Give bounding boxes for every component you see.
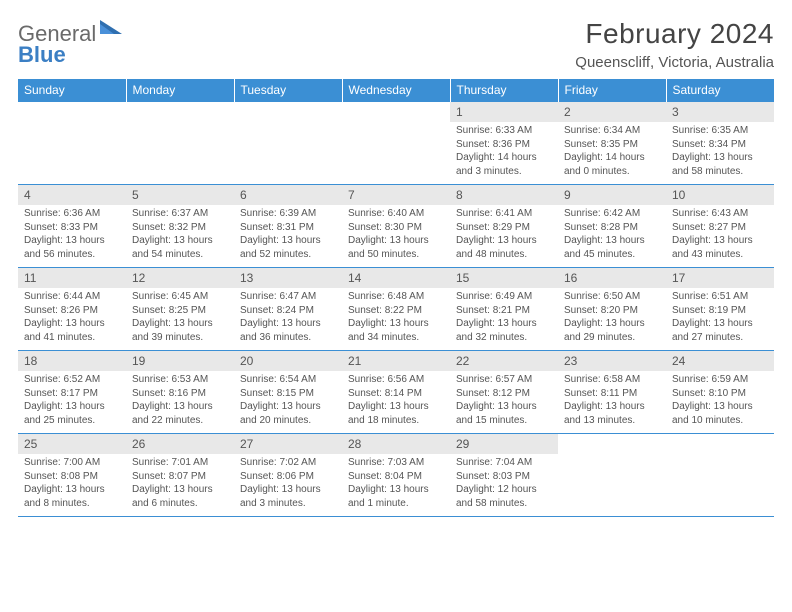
day-detail-cell: Sunrise: 6:36 AMSunset: 8:33 PMDaylight:… [18, 205, 126, 268]
day-number-cell [342, 102, 450, 123]
day-number-cell: 8 [450, 185, 558, 206]
day-number-cell: 29 [450, 434, 558, 455]
day-number-cell: 14 [342, 268, 450, 289]
day-number-cell [558, 434, 666, 455]
day-detail-cell: Sunrise: 7:03 AMSunset: 8:04 PMDaylight:… [342, 454, 450, 517]
day-number-row: 123 [18, 102, 774, 123]
day-detail-cell [558, 454, 666, 517]
day-number-cell: 27 [234, 434, 342, 455]
day-header: Sunday [18, 79, 126, 102]
day-detail-cell: Sunrise: 6:33 AMSunset: 8:36 PMDaylight:… [450, 122, 558, 185]
day-number-cell: 4 [18, 185, 126, 206]
day-detail-cell: Sunrise: 6:40 AMSunset: 8:30 PMDaylight:… [342, 205, 450, 268]
day-number-cell: 26 [126, 434, 234, 455]
day-header: Saturday [666, 79, 774, 102]
day-number-cell: 16 [558, 268, 666, 289]
day-detail-row: Sunrise: 6:52 AMSunset: 8:17 PMDaylight:… [18, 371, 774, 434]
day-header: Wednesday [342, 79, 450, 102]
day-number-row: 18192021222324 [18, 351, 774, 372]
day-number-cell: 6 [234, 185, 342, 206]
day-number-cell: 19 [126, 351, 234, 372]
day-number-cell [666, 434, 774, 455]
day-number-cell: 15 [450, 268, 558, 289]
day-header: Monday [126, 79, 234, 102]
logo-sub: Blue [18, 42, 66, 68]
day-detail-cell [18, 122, 126, 185]
day-detail-cell: Sunrise: 7:01 AMSunset: 8:07 PMDaylight:… [126, 454, 234, 517]
day-number-cell: 3 [666, 102, 774, 123]
day-detail-cell: Sunrise: 6:52 AMSunset: 8:17 PMDaylight:… [18, 371, 126, 434]
day-detail-row: Sunrise: 6:44 AMSunset: 8:26 PMDaylight:… [18, 288, 774, 351]
day-detail-row: Sunrise: 6:36 AMSunset: 8:33 PMDaylight:… [18, 205, 774, 268]
day-detail-cell: Sunrise: 7:02 AMSunset: 8:06 PMDaylight:… [234, 454, 342, 517]
day-header: Tuesday [234, 79, 342, 102]
day-header: Friday [558, 79, 666, 102]
logo-triangle-icon [100, 18, 122, 39]
day-number-cell: 25 [18, 434, 126, 455]
logo-text-2: Blue [18, 42, 66, 67]
day-number-cell: 13 [234, 268, 342, 289]
calendar-body: 123Sunrise: 6:33 AMSunset: 8:36 PMDaylig… [18, 102, 774, 517]
day-detail-cell: Sunrise: 6:39 AMSunset: 8:31 PMDaylight:… [234, 205, 342, 268]
day-detail-cell: Sunrise: 6:50 AMSunset: 8:20 PMDaylight:… [558, 288, 666, 351]
day-number-cell: 24 [666, 351, 774, 372]
day-detail-cell: Sunrise: 6:54 AMSunset: 8:15 PMDaylight:… [234, 371, 342, 434]
day-detail-cell [342, 122, 450, 185]
day-number-row: 45678910 [18, 185, 774, 206]
day-number-row: 11121314151617 [18, 268, 774, 289]
title-block: February 2024 Queenscliff, Victoria, Aus… [575, 18, 774, 71]
day-detail-cell: Sunrise: 6:59 AMSunset: 8:10 PMDaylight:… [666, 371, 774, 434]
day-number-cell: 7 [342, 185, 450, 206]
day-number-row: 2526272829 [18, 434, 774, 455]
location-text: Queenscliff, Victoria, Australia [575, 54, 774, 71]
day-number-cell: 11 [18, 268, 126, 289]
day-number-cell: 5 [126, 185, 234, 206]
day-number-cell: 17 [666, 268, 774, 289]
day-number-cell: 21 [342, 351, 450, 372]
day-number-cell: 9 [558, 185, 666, 206]
day-detail-cell: Sunrise: 6:53 AMSunset: 8:16 PMDaylight:… [126, 371, 234, 434]
day-detail-row: Sunrise: 6:33 AMSunset: 8:36 PMDaylight:… [18, 122, 774, 185]
day-number-cell [18, 102, 126, 123]
day-number-cell: 2 [558, 102, 666, 123]
day-detail-cell [234, 122, 342, 185]
day-number-cell: 1 [450, 102, 558, 123]
day-detail-cell: Sunrise: 6:51 AMSunset: 8:19 PMDaylight:… [666, 288, 774, 351]
day-number-cell: 20 [234, 351, 342, 372]
month-title: February 2024 [575, 18, 774, 50]
day-detail-cell [126, 122, 234, 185]
day-detail-cell: Sunrise: 6:44 AMSunset: 8:26 PMDaylight:… [18, 288, 126, 351]
day-detail-cell [666, 454, 774, 517]
day-detail-cell: Sunrise: 6:43 AMSunset: 8:27 PMDaylight:… [666, 205, 774, 268]
day-number-cell: 10 [666, 185, 774, 206]
day-detail-cell: Sunrise: 6:57 AMSunset: 8:12 PMDaylight:… [450, 371, 558, 434]
day-detail-cell: Sunrise: 6:37 AMSunset: 8:32 PMDaylight:… [126, 205, 234, 268]
day-detail-cell: Sunrise: 6:49 AMSunset: 8:21 PMDaylight:… [450, 288, 558, 351]
page-header: General February 2024 Queenscliff, Victo… [18, 18, 774, 71]
day-number-cell: 22 [450, 351, 558, 372]
calendar-table: SundayMondayTuesdayWednesdayThursdayFrid… [18, 79, 774, 517]
day-number-cell: 28 [342, 434, 450, 455]
day-detail-row: Sunrise: 7:00 AMSunset: 8:08 PMDaylight:… [18, 454, 774, 517]
day-detail-cell: Sunrise: 6:42 AMSunset: 8:28 PMDaylight:… [558, 205, 666, 268]
day-detail-cell: Sunrise: 6:58 AMSunset: 8:11 PMDaylight:… [558, 371, 666, 434]
day-number-cell [126, 102, 234, 123]
day-detail-cell: Sunrise: 6:47 AMSunset: 8:24 PMDaylight:… [234, 288, 342, 351]
day-detail-cell: Sunrise: 7:00 AMSunset: 8:08 PMDaylight:… [18, 454, 126, 517]
day-header-row: SundayMondayTuesdayWednesdayThursdayFrid… [18, 79, 774, 102]
day-detail-cell: Sunrise: 6:56 AMSunset: 8:14 PMDaylight:… [342, 371, 450, 434]
day-number-cell: 12 [126, 268, 234, 289]
day-header: Thursday [450, 79, 558, 102]
day-detail-cell: Sunrise: 7:04 AMSunset: 8:03 PMDaylight:… [450, 454, 558, 517]
day-number-cell [234, 102, 342, 123]
day-detail-cell: Sunrise: 6:35 AMSunset: 8:34 PMDaylight:… [666, 122, 774, 185]
day-detail-cell: Sunrise: 6:45 AMSunset: 8:25 PMDaylight:… [126, 288, 234, 351]
day-detail-cell: Sunrise: 6:41 AMSunset: 8:29 PMDaylight:… [450, 205, 558, 268]
day-detail-cell: Sunrise: 6:48 AMSunset: 8:22 PMDaylight:… [342, 288, 450, 351]
day-detail-cell: Sunrise: 6:34 AMSunset: 8:35 PMDaylight:… [558, 122, 666, 185]
day-number-cell: 18 [18, 351, 126, 372]
day-number-cell: 23 [558, 351, 666, 372]
